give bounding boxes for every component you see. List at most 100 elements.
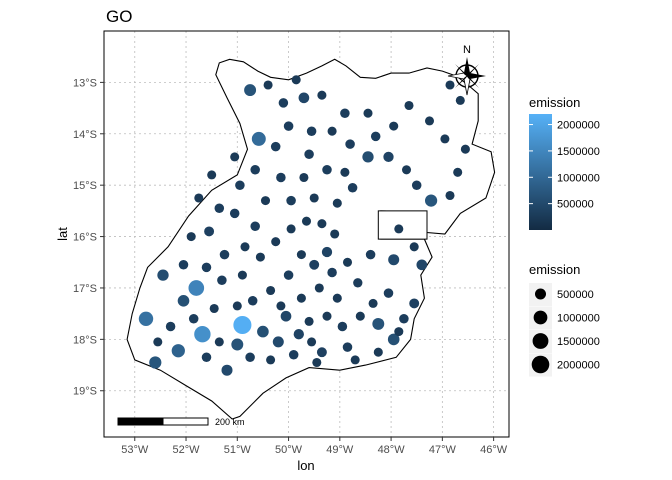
emission-point	[304, 149, 314, 160]
color-legend-labels: 2000000 1500000 1000000 500000	[529, 120, 600, 211]
x-tick-label: 47°W	[429, 444, 457, 456]
size-legend-label: 2000000	[557, 360, 600, 372]
emission-point	[389, 121, 399, 131]
emission-point	[296, 293, 306, 303]
emission-point	[363, 108, 373, 118]
emission-point	[245, 352, 255, 363]
emission-point	[209, 303, 219, 314]
size-legend-circle	[533, 310, 548, 325]
emission-points	[138, 75, 470, 376]
emission-point	[207, 170, 217, 180]
emission-point	[251, 131, 266, 146]
x-tick-label: 52°W	[173, 444, 201, 456]
size-legend-title: emission	[529, 262, 580, 277]
emission-point	[214, 203, 225, 214]
emission-point	[394, 327, 404, 337]
panel-border	[103, 30, 510, 438]
x-tick-label: 46°W	[480, 444, 508, 456]
emission-point	[301, 216, 312, 226]
y-tick-label: 16°S	[73, 232, 97, 244]
emission-point	[362, 151, 374, 163]
emission-point	[214, 337, 224, 347]
emission-point	[388, 254, 400, 266]
emission-point	[383, 151, 394, 163]
emission-point	[314, 283, 324, 293]
north-arrow-pointer	[464, 57, 470, 76]
y-tick-label: 13°S	[73, 77, 97, 89]
emission-point	[345, 139, 355, 149]
emission-point	[337, 321, 348, 332]
emission-point	[409, 242, 419, 252]
emission-point	[293, 329, 304, 340]
emission-point	[272, 336, 284, 348]
state-map	[126, 58, 496, 420]
emission-point	[194, 193, 204, 203]
emission-point	[138, 311, 154, 326]
emission-point	[445, 190, 455, 201]
emission-point	[204, 226, 215, 237]
emission-point	[306, 126, 317, 136]
emission-point	[266, 285, 276, 296]
emission-point	[330, 229, 340, 239]
y-tick-label: 15°S	[73, 180, 97, 192]
emission-point	[149, 356, 162, 369]
emission-point	[309, 259, 320, 270]
emission-point	[355, 311, 365, 321]
emission-point	[255, 252, 265, 262]
emission-point	[250, 165, 260, 175]
emission-point	[186, 232, 196, 242]
emission-point	[278, 98, 289, 108]
emission-point	[445, 80, 455, 90]
y-tick-label: 18°S	[73, 334, 97, 346]
state-boundary	[126, 58, 496, 420]
emission-point	[387, 333, 400, 346]
emission-point	[165, 321, 176, 332]
size-legend-circle	[532, 333, 549, 349]
emission-point	[322, 311, 332, 321]
emission-point	[317, 90, 327, 100]
scale-bar-label: 200 km	[215, 417, 245, 427]
emission-point	[276, 301, 286, 311]
emission-point	[416, 259, 428, 271]
emission-point	[453, 167, 463, 177]
emission-point	[440, 134, 450, 144]
color-legend-title: emission	[529, 95, 580, 110]
emission-point	[250, 221, 260, 232]
emission-point	[188, 314, 199, 324]
emission-point	[219, 249, 230, 260]
federal-district-boundary	[377, 210, 428, 240]
emission-point	[188, 280, 205, 296]
emission-point	[270, 141, 281, 152]
size-legend-circle	[531, 355, 550, 374]
size-legend-circle	[535, 288, 546, 300]
north-arrow-label: N	[463, 44, 471, 56]
emission-point	[298, 92, 310, 104]
emission-point	[157, 269, 169, 281]
emission-point	[240, 242, 250, 252]
emission-point	[304, 316, 314, 326]
emission-point	[257, 325, 269, 338]
sw-arrow-pointer	[455, 76, 467, 88]
emission-point	[394, 224, 404, 234]
emission-point	[288, 350, 299, 360]
emission-point	[233, 315, 252, 335]
emission-point	[347, 182, 358, 193]
emission-point	[342, 342, 353, 352]
emission-point	[266, 355, 276, 365]
emission-point	[194, 326, 211, 343]
emission-point	[424, 116, 435, 126]
emission-point	[399, 314, 409, 324]
emission-point	[276, 172, 286, 183]
emission-point	[425, 194, 438, 207]
scale-bar-white-segment	[162, 417, 209, 426]
emission-point	[231, 338, 244, 351]
emission-point	[271, 237, 281, 247]
emission-point	[201, 262, 212, 273]
emission-point	[332, 293, 342, 303]
size-legend-label: 500000	[557, 289, 594, 301]
color-legend-label: 2000000	[557, 120, 600, 132]
emission-point	[340, 167, 350, 177]
emission-point	[221, 364, 233, 376]
emission-point	[260, 196, 271, 206]
